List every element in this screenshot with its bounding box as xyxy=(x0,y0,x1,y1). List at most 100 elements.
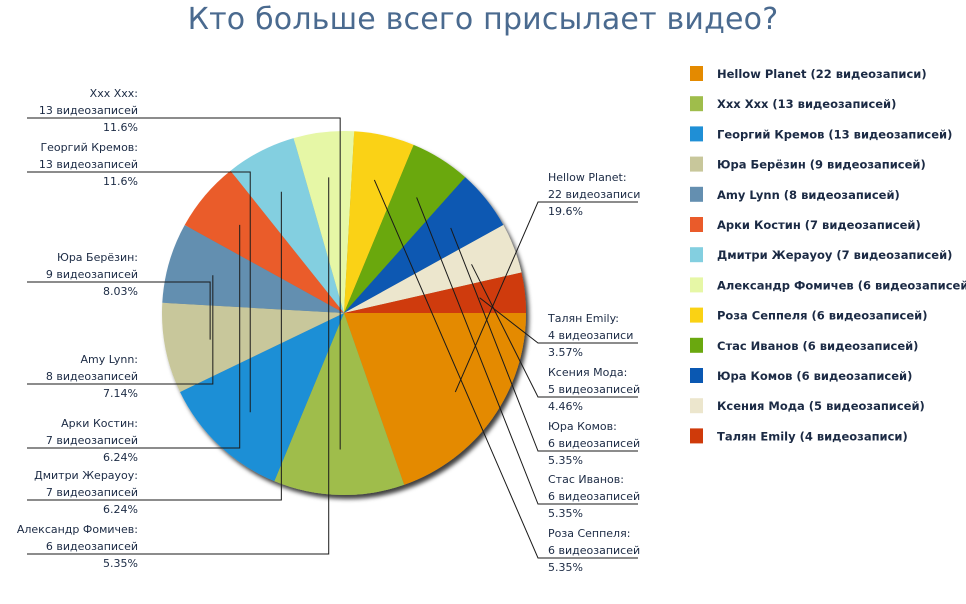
pie-slice-3[interactable] xyxy=(180,313,344,482)
legend-label-2[interactable]: Xxx Xxx (13 видеозаписей) xyxy=(717,97,896,111)
slice-label-7: Дмитри Жерауоу: 7 видеозаписей 6.24% xyxy=(34,469,138,516)
slice-label-4: Юра Берёзин: 9 видеозаписей 8.03% xyxy=(46,251,138,298)
pie-slice-12[interactable] xyxy=(344,224,522,313)
svg-text:5.35%: 5.35% xyxy=(548,561,583,574)
svg-text:11.6%: 11.6% xyxy=(103,121,138,134)
svg-text:5.35%: 5.35% xyxy=(548,507,583,520)
leader-line-7 xyxy=(27,191,282,501)
pie-slice-4[interactable] xyxy=(162,302,344,392)
slice-label-5: Amy Lynn: 8 видеозаписей 7.14% xyxy=(46,353,138,400)
slice-label-12: Ксения Мода: 5 видеозаписей 4.46% xyxy=(548,366,640,413)
leader-lines xyxy=(27,117,638,559)
pie-slice-1[interactable] xyxy=(344,313,526,485)
svg-text:11.6%: 11.6% xyxy=(103,175,138,188)
svg-text:19.6%: 19.6% xyxy=(548,205,583,218)
legend-swatch-3 xyxy=(690,126,703,142)
legend-label-11[interactable]: Юра Комов (6 видеозаписей) xyxy=(717,369,912,383)
leader-line-6 xyxy=(27,224,241,449)
legend-label-8[interactable]: Александр Фомичев (6 видеозаписей) xyxy=(717,278,966,292)
svg-text:3.57%: 3.57% xyxy=(548,346,583,359)
leader-line-10 xyxy=(416,197,638,505)
legend-swatch-7 xyxy=(690,247,703,263)
leader-line-3 xyxy=(27,171,251,413)
svg-text:13 видеозаписей: 13 видеозаписей xyxy=(39,104,138,117)
slice-label-3: Георгий Кремов: 13 видеозаписей 11.6% xyxy=(39,141,138,188)
legend: Hellow Planet (22 видеозаписи) Xxx Xxx (1… xyxy=(690,66,966,444)
pie-slice-9[interactable] xyxy=(344,131,414,313)
legend-swatch-1 xyxy=(690,66,703,81)
slice-label-6: Арки Костин: 7 видеозаписей 6.24% xyxy=(46,417,138,464)
leader-line-2 xyxy=(27,117,341,450)
svg-text:8.03%: 8.03% xyxy=(103,285,138,298)
legend-swatch-2 xyxy=(690,96,703,112)
pie-slices xyxy=(162,131,526,495)
svg-text:7 видеозаписей: 7 видеозаписей xyxy=(46,434,138,447)
legend-label-5[interactable]: Amy Lynn (8 видеозаписей) xyxy=(717,188,900,202)
legend-label-7[interactable]: Дмитри Жерауоу (7 видеозаписей) xyxy=(717,248,952,262)
svg-text:Юра Комов:: Юра Комов: xyxy=(548,420,617,433)
legend-swatch-10 xyxy=(690,337,703,353)
svg-text:5.35%: 5.35% xyxy=(103,557,138,570)
legend-swatch-13 xyxy=(690,428,703,444)
legend-swatch-4 xyxy=(690,156,703,172)
leader-line-13 xyxy=(479,297,638,344)
svg-text:Юра Берёзин:: Юра Берёзин: xyxy=(57,251,138,264)
svg-text:Георгий Кремов:: Георгий Кремов: xyxy=(40,141,138,154)
pie-slice-2[interactable] xyxy=(274,313,405,495)
svg-text:Ксения Мода:: Ксения Мода: xyxy=(548,366,627,379)
legend-label-10[interactable]: Стас Иванов (6 видеозаписей) xyxy=(717,339,918,353)
svg-text:4.46%: 4.46% xyxy=(548,400,583,413)
chart-title: Кто больше всего присылает видео? xyxy=(187,2,779,37)
svg-text:Amy Lynn:: Amy Lynn: xyxy=(80,353,138,366)
slice-label-13: Талян Emily: 4 видеозаписи 3.57% xyxy=(547,312,633,359)
svg-text:Арки Костин:: Арки Костин: xyxy=(61,417,138,430)
pie-slice-5[interactable] xyxy=(162,224,344,313)
svg-text:6 видеозаписей: 6 видеозаписей xyxy=(548,437,640,450)
pie-slice-10[interactable] xyxy=(344,144,466,313)
leader-line-9 xyxy=(373,179,638,559)
legend-label-12[interactable]: Ксения Мода (5 видеозаписей) xyxy=(717,399,925,413)
pie-slice-11[interactable] xyxy=(344,177,504,313)
legend-label-13[interactable]: Талян Emily (4 видеозаписи) xyxy=(717,429,908,443)
slice-label-11: Юра Комов: 6 видеозаписей 5.35% xyxy=(548,420,640,467)
svg-text:Hellow Planet:: Hellow Planet: xyxy=(548,171,627,184)
svg-text:6.24%: 6.24% xyxy=(103,503,138,516)
legend-label-9[interactable]: Роза Сеппеля (6 видеозаписей) xyxy=(717,309,927,323)
svg-text:13 видеозаписей: 13 видеозаписей xyxy=(39,158,138,171)
legend-swatch-6 xyxy=(690,217,703,232)
slice-labels: Hellow Planet: 22 видеозаписи 19.6% Xxx Xxx… xyxy=(17,87,641,574)
svg-text:6 видеозаписей: 6 видеозаписей xyxy=(548,490,640,503)
pie-slice-7[interactable] xyxy=(230,138,344,313)
svg-text:8 видеозаписей: 8 видеозаписей xyxy=(46,370,138,383)
leader-line-4 xyxy=(27,281,211,340)
svg-text:Дмитри Жерауоу:: Дмитри Жерауоу: xyxy=(34,469,138,482)
svg-text:Xxx Xxx:: Xxx Xxx: xyxy=(90,87,138,100)
slice-label-2: Xxx Xxx: 13 видеозаписей 11.6% xyxy=(39,87,138,134)
svg-text:6 видеозаписей: 6 видеозаписей xyxy=(548,544,640,557)
pie-slice-6[interactable] xyxy=(184,170,344,313)
svg-text:5.35%: 5.35% xyxy=(548,454,583,467)
svg-text:Стас Иванов:: Стас Иванов: xyxy=(548,473,624,486)
legend-label-4[interactable]: Юра Берёзин (9 видеозаписей) xyxy=(717,158,926,172)
legend-swatch-5 xyxy=(690,186,703,202)
legend-label-6[interactable]: Арки Костин (7 видеозаписей) xyxy=(717,218,921,232)
leader-line-5 xyxy=(27,275,214,385)
legend-swatch-9 xyxy=(690,307,703,323)
svg-text:7 видеозаписей: 7 видеозаписей xyxy=(46,486,138,499)
leader-line-8 xyxy=(27,177,330,555)
legend-swatch-11 xyxy=(690,368,703,383)
leader-line-1 xyxy=(454,201,638,393)
slice-label-8: Александр Фомичев: 6 видеозаписей 5.35% xyxy=(17,523,138,570)
slice-label-1: Hellow Planet: 22 видеозаписи 19.6% xyxy=(548,171,640,218)
pie-slice-8[interactable] xyxy=(293,131,355,313)
legend-swatch-8 xyxy=(690,277,703,293)
legend-label-3[interactable]: Георгий Кремов (13 видеозаписей) xyxy=(717,127,952,141)
svg-text:9 видеозаписей: 9 видеозаписей xyxy=(46,268,138,281)
legend-label-1[interactable]: Hellow Planet (22 видеозаписи) xyxy=(717,67,927,81)
legend-swatch-12 xyxy=(690,398,703,414)
svg-text:Александр Фомичев:: Александр Фомичев: xyxy=(17,523,138,536)
slice-label-9: Роза Сеппеля: 6 видеозаписей 5.35% xyxy=(548,527,640,574)
leader-line-11 xyxy=(450,227,638,452)
svg-text:22 видеозаписи: 22 видеозаписи xyxy=(548,188,640,201)
